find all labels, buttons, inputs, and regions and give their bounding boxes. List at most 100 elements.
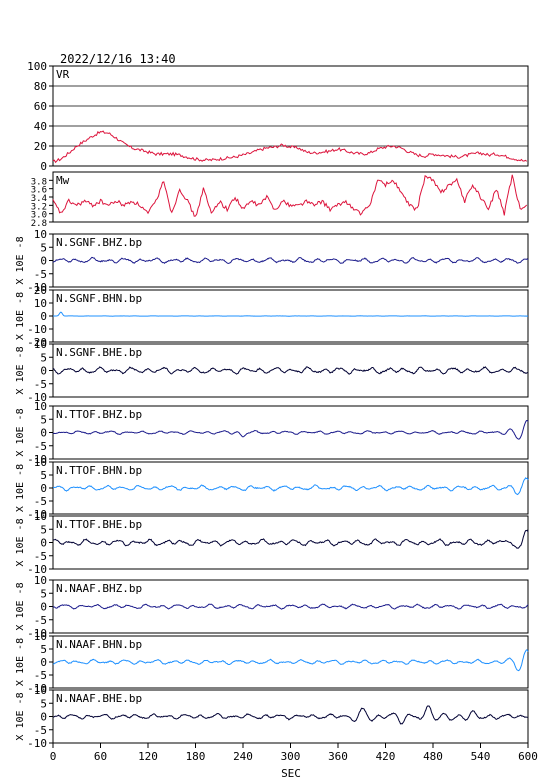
panel-label: N.TTOF.BHN.bp xyxy=(56,464,142,477)
panel-label: Mw xyxy=(56,174,70,187)
y-tick-label: -20 xyxy=(27,336,47,349)
y-tick-label: 10 xyxy=(34,338,47,351)
y-tick-label: 0 xyxy=(40,160,47,173)
panel-label: N.SGNF.BHN.bp xyxy=(56,292,142,305)
series-line-naaf-bhz xyxy=(52,603,529,610)
panel-frame xyxy=(52,65,529,167)
y-unit-label: X 10E -8 xyxy=(15,292,26,340)
y-tick-label: -10 xyxy=(27,563,47,576)
y-tick-label: 5 xyxy=(40,413,47,426)
x-tick-label: 0 xyxy=(50,750,57,763)
y-unit-label: X 10E -8 xyxy=(15,408,26,456)
x-tick-label: 360 xyxy=(328,750,348,763)
y-tick-label: 10 xyxy=(34,456,47,469)
y-tick-label: 3.6 xyxy=(31,186,47,196)
x-tick-label: 120 xyxy=(138,750,158,763)
y-tick-label: 0 xyxy=(40,310,47,323)
y-tick-label: 80 xyxy=(34,80,47,93)
y-tick-label: -10 xyxy=(27,682,47,695)
y-tick-label: 5 xyxy=(40,523,47,536)
panel-label: N.TTOF.BHZ.bp xyxy=(56,408,142,421)
y-tick-label: 10 xyxy=(34,228,47,241)
y-tick-label: 5 xyxy=(40,351,47,364)
y-tick-label: 40 xyxy=(34,120,47,133)
y-tick-label: -10 xyxy=(27,323,47,336)
y-tick-label: 20 xyxy=(34,140,47,153)
panel-label: N.SGNF.BHE.bp xyxy=(56,346,142,359)
series-line-sgnf-bhz xyxy=(52,256,529,265)
series-line-mw xyxy=(52,174,528,217)
panel-label: N.NAAF.BHE.bp xyxy=(56,692,142,705)
x-tick-label: 240 xyxy=(233,750,253,763)
series-line-naaf-bhe xyxy=(52,705,528,725)
y-tick-label: -5 xyxy=(34,495,47,508)
series-line-ttof-bhe xyxy=(52,529,529,549)
y-tick-label: -5 xyxy=(34,440,47,453)
y-tick-label: 10 xyxy=(34,630,47,643)
panel-label: N.NAAF.BHN.bp xyxy=(56,638,142,651)
panel-mw: 2.83.03.23.43.63.8 Mw xyxy=(31,171,529,229)
y-tick-label: 10 xyxy=(34,684,47,697)
y-tick-label: 20 xyxy=(34,284,47,297)
x-tick-label: 180 xyxy=(186,750,206,763)
x-tick-label: 60 xyxy=(94,750,107,763)
y-tick-label: 10 xyxy=(34,510,47,523)
y-tick-label: -5 xyxy=(34,550,47,563)
series-line-ttof-bhn xyxy=(52,477,529,496)
x-tick-label: 480 xyxy=(423,750,443,763)
y-tick-label: 10 xyxy=(34,400,47,413)
y-unit-label: X 10E -8 xyxy=(15,638,26,686)
y-unit-label: X 10E -8 xyxy=(15,518,26,566)
y-tick-label: 5 xyxy=(40,697,47,710)
series-line-sgnf-bhn xyxy=(53,311,529,317)
y-tick-label: 0 xyxy=(40,656,47,669)
panel-label: N.NAAF.BHZ.bp xyxy=(56,582,142,595)
y-tick-label: 0 xyxy=(40,255,47,268)
panel-label: VR xyxy=(56,68,70,81)
panel-label: N.TTOF.BHE.bp xyxy=(56,518,142,531)
y-tick-label: -10 xyxy=(27,737,47,750)
y-tick-label: 3.2 xyxy=(31,202,47,212)
y-tick-label: 0 xyxy=(40,427,47,440)
y-tick-label: -10 xyxy=(27,627,47,640)
y-tick-label: 10 xyxy=(34,574,47,587)
y-tick-label: 5 xyxy=(40,241,47,254)
y-unit-label: X 10E -8 xyxy=(15,692,26,740)
y-tick-label: -5 xyxy=(34,378,47,391)
y-unit-label: X 10E -8 xyxy=(15,236,26,284)
x-tick-label: 540 xyxy=(471,750,491,763)
y-tick-label: -10 xyxy=(27,391,47,404)
y-tick-label: -10 xyxy=(27,281,47,294)
y-tick-label: -5 xyxy=(34,614,47,627)
y-tick-label: 0 xyxy=(40,365,47,378)
y-tick-label: 0 xyxy=(40,711,47,724)
y-tick-label: 10 xyxy=(34,297,47,310)
y-tick-label: 2.8 xyxy=(31,219,47,229)
panel-vr: 0 20 40 60 80 100 VR xyxy=(27,60,529,173)
y-tick-label: 5 xyxy=(40,469,47,482)
y-tick-label: 5 xyxy=(40,587,47,600)
y-unit-label: X 10E -8 xyxy=(15,582,26,630)
header-datetime: 2022/12/16 13:40 xyxy=(60,52,176,66)
y-tick-label: 0 xyxy=(40,537,47,550)
series-line-naaf-bhn xyxy=(52,649,529,672)
y-tick-label: -5 xyxy=(34,724,47,737)
y-unit-label: X 10E -8 xyxy=(15,464,26,512)
series-line-vr xyxy=(52,130,528,164)
x-tick-label: 600 xyxy=(518,750,538,763)
y-tick-label: -10 xyxy=(27,508,47,521)
x-tick-label: 300 xyxy=(281,750,301,763)
y-tick-label: 100 xyxy=(27,60,47,73)
y-unit-label: X 10E -8 xyxy=(15,346,26,394)
series-line-sgnf-bhe xyxy=(53,366,529,375)
